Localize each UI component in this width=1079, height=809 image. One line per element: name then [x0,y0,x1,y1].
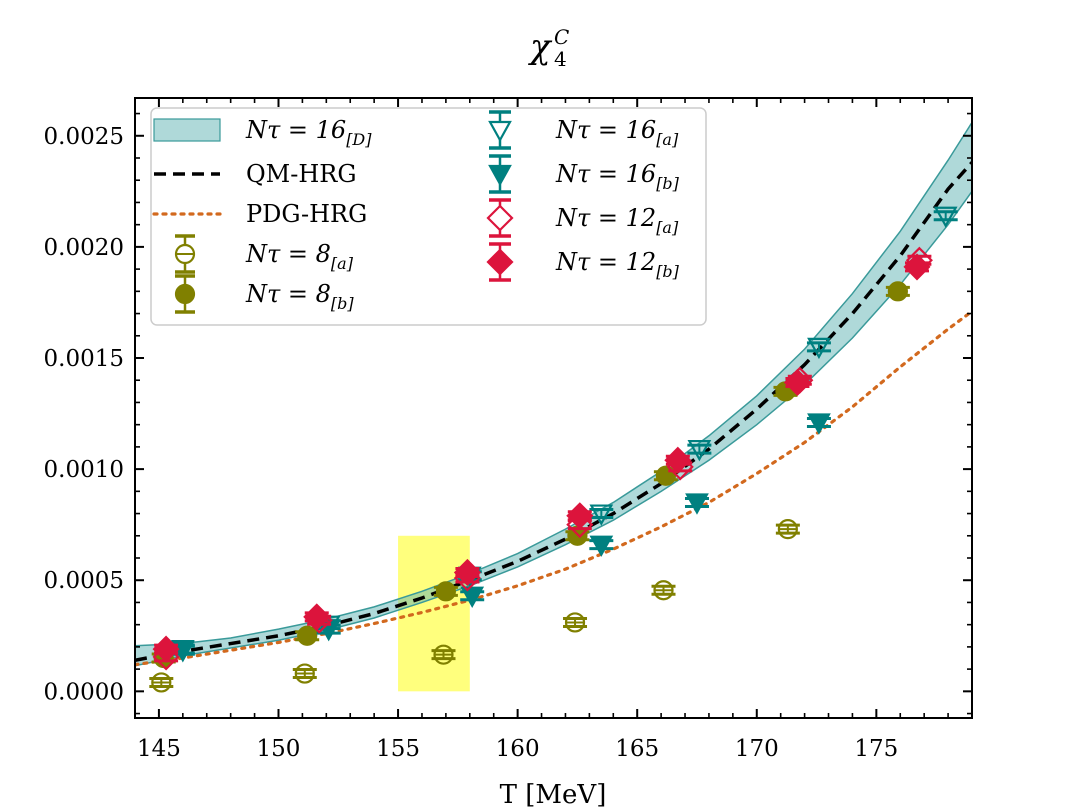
data-point [453,558,481,587]
data-point [431,644,456,665]
data-point [433,581,458,602]
x-axis-label: T [MeV] [500,780,607,809]
x-tick-label: 155 [376,736,420,762]
data-point [303,603,331,631]
y-tick-label: 0.0020 [44,235,124,261]
data-point [933,206,958,229]
marker-shape [152,635,180,663]
marker-shape [566,502,594,530]
band-edge-upper [135,122,972,647]
data-point [149,672,174,693]
data-point [653,465,678,486]
y-tick-label: 0.0000 [44,679,124,705]
y-tick-label: 0.0025 [44,124,124,150]
marker-shape [687,440,712,462]
highlight-region [398,535,470,692]
legend-marker-r3 [486,242,514,282]
marker-shape [903,253,931,281]
data-point [292,663,317,684]
x-tick-label: 175 [854,736,898,762]
marker-shape [887,281,908,302]
marker-shape [589,535,614,557]
series-n-8-a- [149,519,800,693]
series-n-8-b- [151,281,910,669]
legend-marker-shape [488,164,512,187]
legend-label-pdg-hrg: PDG-HRG [246,200,367,228]
marker-shape [589,504,614,526]
line-pdg-hrg [135,309,972,667]
x-tick-label: 165 [615,736,659,762]
data-point [664,446,692,474]
legend-marker-shape [486,204,514,232]
data-point [589,535,614,557]
legend-label-n-16-b-: Nτ = 16[b] [555,160,680,193]
axes-frame [134,97,973,719]
data-point [295,625,320,646]
data-point [651,580,676,601]
band-edge-lower [135,190,972,667]
tick-labels: 145 150 155 160 165 170 175 0.0000 0.0005 0.0010 0… [44,124,899,762]
series-n-16-b- [170,413,831,663]
title-superscript: C [554,25,569,49]
legend-label-n-8-a-: Nτ = 8[a] [245,240,354,273]
legend: Nτ = 16[D] QM-HRG PDG-HRG Nτ = 8[a] Nτ = 8[b… [150,107,707,326]
data-markers [149,206,958,693]
title-subscript: 4 [554,47,567,71]
legend-marker-shape [486,248,514,276]
data-point [589,504,614,526]
legend-marker-1 [174,274,196,314]
x-tick-label: 145 [137,736,181,762]
legend-label-n-12-b-: Nτ = 12[b] [555,248,680,281]
marker-shape [933,206,958,229]
x-tick-label: 150 [257,736,301,762]
marker-shape [664,446,692,474]
data-point [152,635,180,663]
y-tick-label: 0.0010 [44,457,124,483]
series-n-12-b- [152,253,931,663]
marker-shape [807,337,831,360]
legend-swatch-band [153,118,221,142]
legend-label-qm-hrg: QM-HRG [246,160,357,188]
legend-label-n-16-a-: Nτ = 16[a] [555,116,679,149]
legend-label-band: Nτ = 16[D] [245,116,372,149]
legend-marker-r2 [486,198,514,238]
axis-ticks [134,98,973,718]
data-point [903,253,931,281]
marker-shape [685,493,709,515]
data-point [775,519,800,540]
chart-title: χ C 4 [528,25,569,71]
legend-marker-0 [174,234,196,274]
marker-shape [453,558,481,587]
marker-shape [170,641,195,663]
data-point [687,440,712,462]
marker-shape [783,368,811,397]
x-tick-label: 160 [496,736,540,762]
legend-label-n-12-a-: Nτ = 12[a] [555,204,679,237]
legend-label-n-8-b-: Nτ = 8[b] [245,280,354,313]
y-tick-label: 0.0005 [44,568,124,594]
legend-box [150,107,707,326]
data-point [460,586,485,609]
legend-marker-shape [174,283,196,305]
marker-shape [297,625,318,646]
legend-marker-r1 [488,154,512,194]
data-point [563,612,588,633]
marker-shape [460,586,485,609]
legend-marker-shape [488,120,512,143]
y-tick-label: 0.0015 [44,346,124,372]
title-symbol: χ [528,27,553,67]
data-point [566,502,594,530]
legend-marker-r0 [488,110,512,150]
data-point [684,493,709,515]
marker-shape [807,413,831,435]
data-point [885,281,910,302]
marker-shape [303,603,331,631]
data-point [783,368,811,397]
x-tick-label: 170 [735,736,779,762]
marker-shape [435,581,456,602]
data-point [806,413,831,435]
plot-area [135,122,972,693]
data-point [806,337,831,360]
